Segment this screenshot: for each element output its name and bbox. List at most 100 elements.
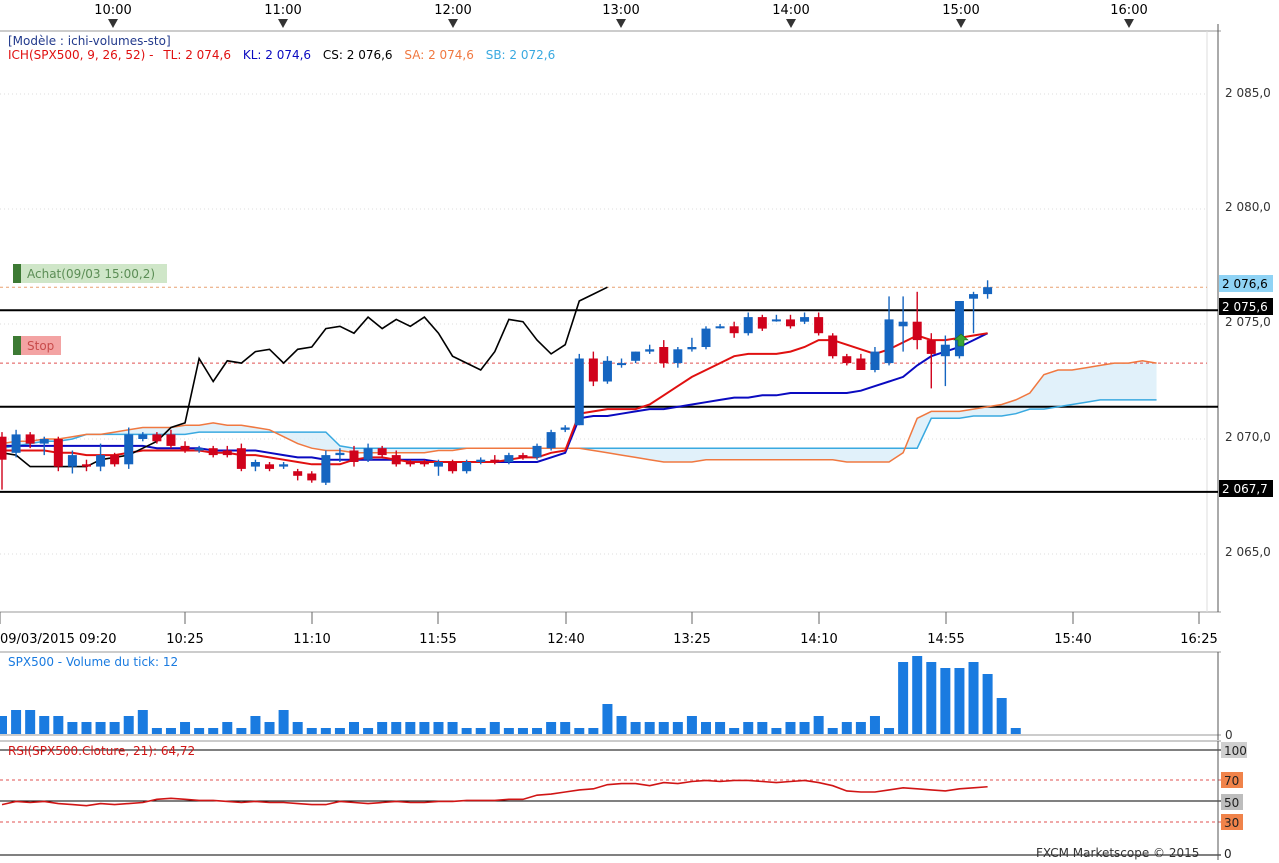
candle-body [321,455,331,483]
candle-body [152,434,162,442]
candle-body [912,321,922,341]
rsi-70-tag [1221,772,1243,788]
price-axis: 2 085,0 2 080,0 2 075,0 2 070,0 2 065,0 [1225,86,1271,559]
candle [743,312,753,336]
candle-body [110,455,120,465]
rsi-line [1,779,988,807]
volume-bar [208,728,219,734]
candle [800,312,810,324]
candle [701,326,711,350]
candle [96,443,106,472]
candle-body [419,462,429,465]
candle-body [67,455,77,467]
buy-arrow-icon [953,333,969,347]
volume-bar [785,722,796,734]
ichimoku-legend-prefix: ICH(SPX500, 9, 26, 52) - [8,48,154,62]
candle [293,468,303,481]
candle-body [279,464,289,467]
candle [969,291,979,334]
volume-bar [264,722,275,734]
volume-bar [377,722,388,734]
candle [236,443,246,472]
volume-bar [447,722,458,734]
stop-order-box[interactable] [13,336,61,355]
candle-body [265,464,275,469]
volume-bar [11,710,22,734]
volume-bar [81,722,92,734]
volume-bar [898,662,909,734]
volume-bar [574,728,585,734]
candle [912,291,922,350]
candle-body [293,471,303,476]
candle-body [335,452,345,456]
stop-order-marker[interactable]: Stop [13,336,61,355]
candle [53,436,63,472]
candle-body [194,448,204,451]
candle-body [180,445,190,451]
candle-body [307,473,317,481]
candle-body [433,462,443,467]
volume-bar [884,728,895,734]
candle-body [842,356,852,364]
volume-bars [0,656,1021,734]
candle-body [166,434,176,446]
candle [631,351,641,364]
volume-panel: SPX500 - Volume du tick: 12 0 [0,651,1233,742]
rsi-panel: RSI(SPX500.Cloture, 21): 64,72 100 70 50… [0,740,1247,861]
price-axis-label: 2 070,0 [1225,430,1271,444]
candle-body [898,321,908,327]
current-price-label: 2 076,6 [1222,277,1268,291]
stop-order-handle[interactable] [13,336,21,355]
candle-body [377,448,387,456]
volume-bar [95,722,106,734]
volume-bar [0,716,7,734]
date-label: 11:55 [419,632,456,647]
candle-body [250,462,260,467]
top-time-label: 14:00 [772,3,809,18]
ichimoku-cloud [2,360,1157,462]
volume-axis-label: 0 [1225,728,1233,742]
volume-bar [292,722,303,734]
volume-bar [194,728,205,734]
volume-bar [743,722,754,734]
candle [180,441,190,453]
candle [532,443,542,460]
volume-bar [757,722,768,734]
candle-body [771,319,781,322]
rsi-axis-label: 70 [1224,774,1239,788]
buy-order-handle[interactable] [13,264,21,283]
volume-bar [912,656,923,734]
candle [250,459,260,472]
top-time-label: 11:00 [264,3,301,18]
candle [842,353,852,366]
candle-body [490,459,500,462]
top-time-label: 16:00 [1110,3,1147,18]
candle [166,429,176,449]
candle-body [969,294,979,299]
price-tags: 2 076,6 2 075,6 2 067,7 [1219,275,1273,497]
buy-order-box[interactable] [13,264,167,283]
buy-order-marker[interactable]: Achat(09/03 15:00,2) [13,264,167,283]
candle [856,353,866,370]
candle-body [25,434,35,444]
candle-body [940,344,950,357]
senkou-a-line [1,360,1157,463]
candle [602,356,612,384]
candle-body [349,450,359,462]
candle-body [983,287,993,295]
top-time-axis: 10:00 11:00 12:00 13:00 14:00 15:00 16:0… [94,3,1147,18]
candle [405,459,415,467]
rsi-axis-label: 50 [1224,796,1239,810]
volume-bar [855,722,866,734]
top-time-label: 15:00 [942,3,979,18]
candle-body [81,464,91,467]
date-label: 16:25 [1180,632,1217,647]
price-axis-label: 2 075,0 [1225,315,1271,329]
volume-bar [588,728,599,734]
candle [870,347,880,373]
candle [124,427,134,469]
candle-body [926,340,936,354]
candle-body [124,434,134,465]
